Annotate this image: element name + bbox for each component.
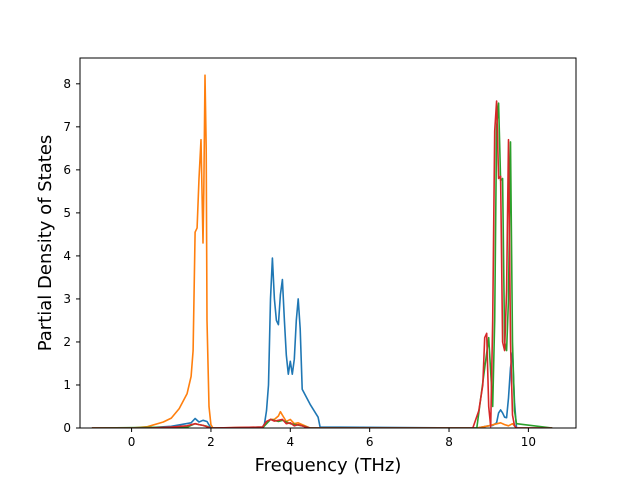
x-tick-label: 8 <box>445 435 453 449</box>
y-tick-label: 7 <box>63 120 71 134</box>
x-tick-label: 4 <box>286 435 294 449</box>
series-line-1 <box>91 257 553 428</box>
y-tick-label: 3 <box>63 292 71 306</box>
x-tick-label: 2 <box>207 435 215 449</box>
y-tick-label: 2 <box>63 335 71 349</box>
x-tick-label: 0 <box>128 435 136 449</box>
series-layer <box>91 74 553 428</box>
x-axis-label: Frequency (THz) <box>255 455 402 476</box>
plot-area-frame <box>79 57 577 429</box>
y-axis-label: Partial Density of States <box>35 135 56 352</box>
x-tick-label: 6 <box>366 435 374 449</box>
y-tick-label: 0 <box>63 421 71 435</box>
x-tick-label: 10 <box>521 435 536 449</box>
y-tick-label: 4 <box>63 249 71 263</box>
y-tick-label: 1 <box>63 378 71 392</box>
y-axis-ticks: 0 1 2 3 4 5 6 7 8 <box>63 77 80 435</box>
series-line-2 <box>91 74 553 428</box>
y-tick-label: 5 <box>63 206 71 220</box>
x-axis-ticks: 0 2 4 6 8 10 <box>128 428 536 449</box>
series-line-4 <box>91 100 553 428</box>
y-tick-label: 8 <box>63 77 71 91</box>
y-tick-label: 6 <box>63 163 71 177</box>
